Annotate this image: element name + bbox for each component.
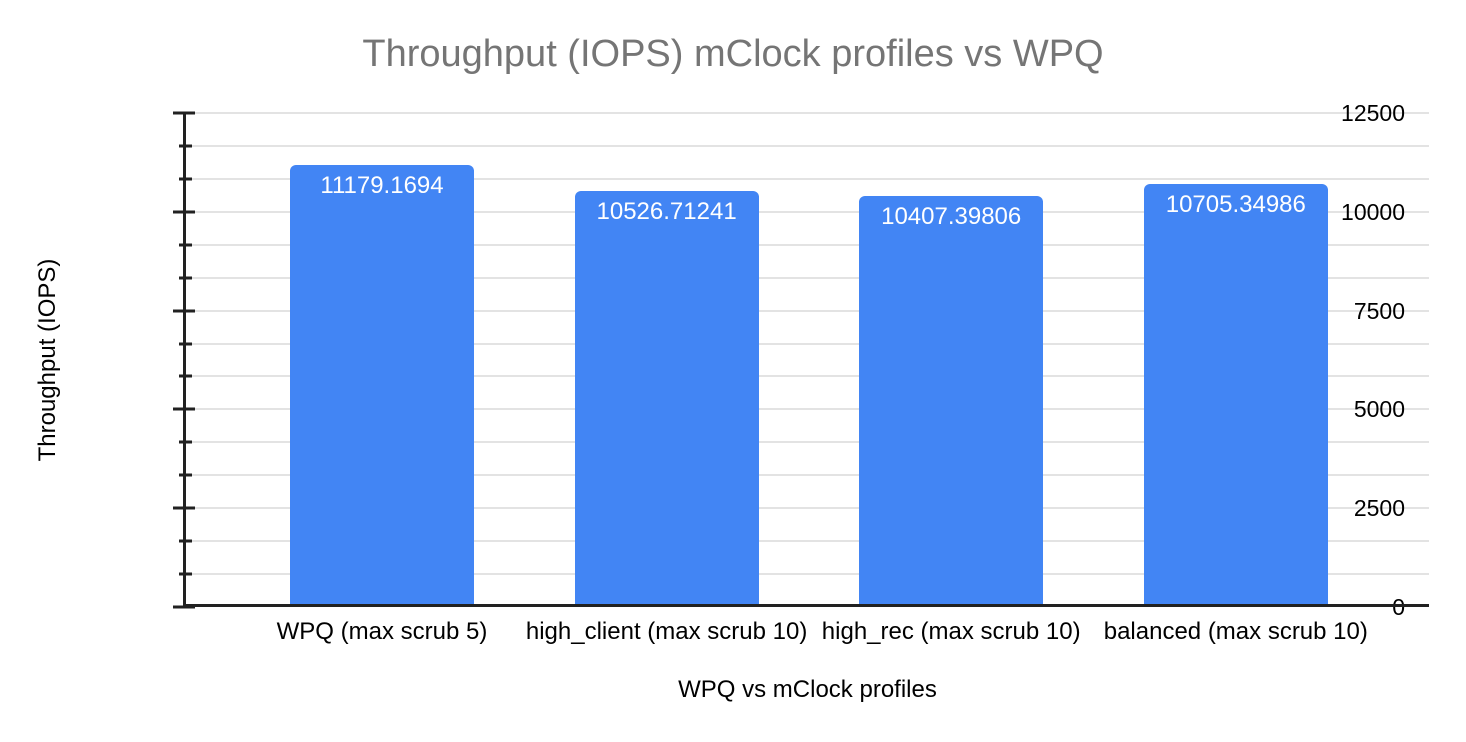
bar-value-label: 11179.1694 [320, 172, 444, 200]
y-minor-tick [179, 572, 192, 576]
gridline [186, 507, 1429, 510]
y-major-tick [173, 605, 195, 609]
y-minor-tick [179, 440, 192, 444]
gridline [186, 309, 1429, 312]
y-minor-tick [179, 342, 192, 346]
y-major-tick [173, 407, 195, 411]
y-minor-tick [179, 144, 192, 148]
x-axis-line [183, 604, 1429, 607]
gridline [186, 342, 1429, 345]
gridline [186, 573, 1429, 576]
y-major-tick [173, 210, 195, 214]
y-axis-title: Throughput (IOPS) [34, 258, 61, 462]
category-labels-layer: WPQ (max scrub 5) high_client (max scrub … [186, 617, 1429, 647]
chart-title: Throughput (IOPS) mClock profiles vs WPQ [362, 33, 1104, 75]
y-major-tick [173, 309, 195, 313]
category-label: WPQ (max scrub 5) [276, 618, 488, 645]
y-minor-tick [179, 177, 192, 181]
gridline [186, 210, 1429, 213]
bars-layer: 11179.1694 10526.71241 10407.39806 10705.34… [186, 113, 1429, 607]
y-ticks-layer [173, 111, 1429, 609]
y-axis-line [183, 113, 186, 607]
y-minor-tick [179, 374, 192, 378]
gridline [186, 474, 1429, 477]
bar: 10407.39806 [859, 195, 1044, 607]
gridline [186, 375, 1429, 378]
y-tick-labels-layer: 0 2500 5000 7500 10000 12500 [1341, 100, 1405, 620]
gridline [186, 112, 1429, 114]
gridline [186, 441, 1429, 444]
y-major-tick [173, 111, 195, 115]
gridline [186, 243, 1429, 246]
gridline [186, 177, 1429, 180]
y-minor-tick [179, 473, 192, 477]
y-major-tick [173, 506, 195, 510]
y-minor-tick [179, 243, 192, 247]
bar-value-label: 10705.34986 [1165, 190, 1306, 218]
bar: 10526.71241 [574, 190, 759, 607]
gridline [186, 276, 1429, 279]
x-axis-title: WPQ vs mClock profiles [678, 676, 937, 703]
category-label: balanced (max scrub 10) [1103, 618, 1368, 645]
bar: 11179.1694 [290, 165, 474, 607]
plot-area: 11179.1694 10526.71241 10407.39806 10705.34… [173, 100, 1429, 645]
y-minor-tick [179, 276, 192, 280]
category-label: high_client (max scrub 10) [525, 618, 808, 645]
bar-value-label: 10407.39806 [881, 202, 1022, 230]
gridline [186, 144, 1429, 147]
bar: 10705.34986 [1143, 183, 1328, 607]
bar-value-label: 10526.71241 [596, 197, 737, 225]
gridlines-layer [186, 112, 1429, 607]
gridline [186, 408, 1429, 411]
category-label: high_rec (max scrub 10) [821, 618, 1081, 645]
y-minor-tick [179, 539, 192, 543]
gridline [186, 540, 1429, 543]
